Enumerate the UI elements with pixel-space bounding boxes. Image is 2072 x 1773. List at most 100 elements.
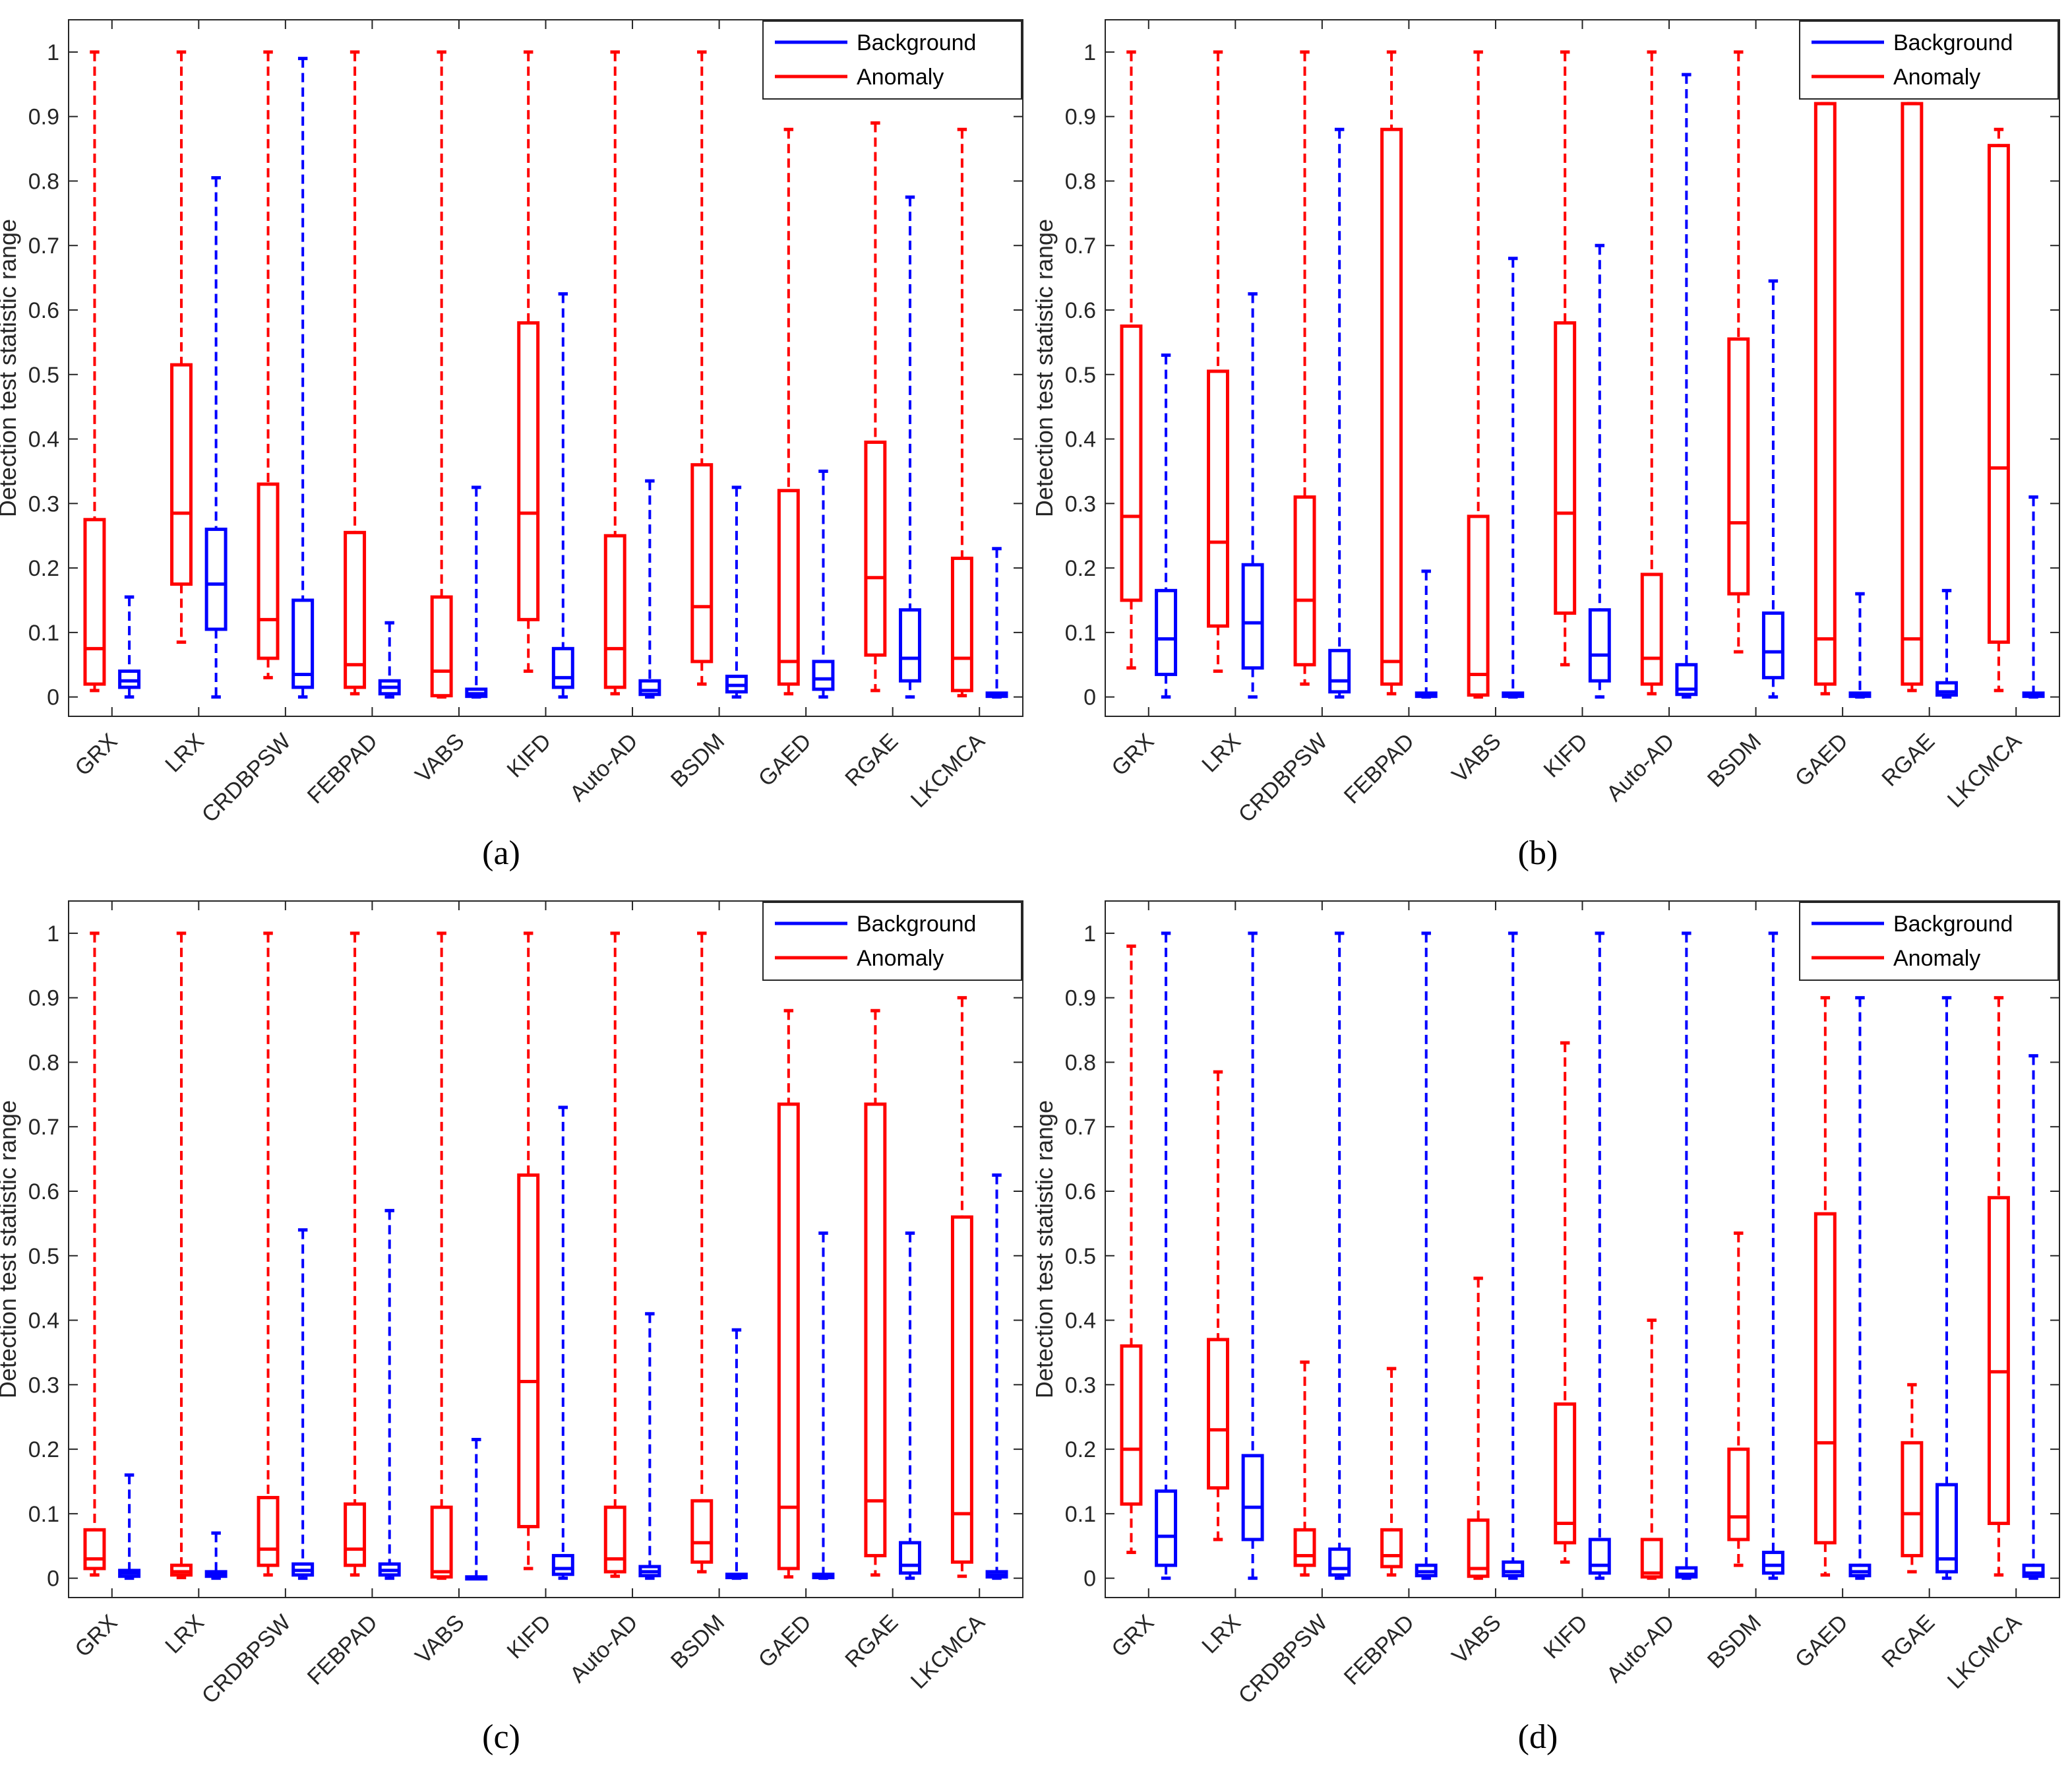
iqr-box	[1241, 563, 1264, 670]
panel-b-background-box-RGAE	[1935, 588, 1958, 699]
panel-c-background-box-FEBPAD	[378, 1208, 401, 1580]
panel-d-anomaly-box-LKCMCA	[1987, 996, 2010, 1577]
panel-a-anomaly-box-FEBPAD	[344, 50, 367, 696]
panel-d-label: (d)	[1518, 1718, 1558, 1756]
panel-a-ytick-label: 0.7	[28, 233, 59, 259]
iqr-box	[1554, 1402, 1577, 1545]
panel-d-xtick-label: GAED	[1790, 1610, 1853, 1673]
iqr-box	[430, 595, 453, 698]
iqr-box	[603, 1505, 626, 1574]
panel-c-ytick-label: 0.1	[28, 1502, 59, 1527]
panel-a-ytick-label: 0.2	[28, 556, 59, 581]
panel-d-ytick-label: 0.9	[1065, 986, 1096, 1011]
panel-b-legend: Background Anomaly	[1799, 20, 2059, 100]
panel-d-xtick-label: BSDM	[1703, 1610, 1766, 1673]
panel-c-anomaly-box-LKCMCA	[950, 996, 973, 1578]
panel-b-background-box-GAED	[1848, 592, 1872, 699]
iqr-box	[1380, 127, 1403, 686]
panel-a-background-box-GAED	[812, 469, 835, 699]
legend-background-label: Background	[857, 30, 976, 55]
panel-a-anomaly-box-LKCMCA	[950, 127, 973, 698]
panel-a-background-box-VABS	[465, 485, 488, 699]
panel-b-ylabel: Detection test statistic range	[1031, 219, 1058, 517]
iqr-box	[1640, 573, 1663, 686]
panel-a-xtick-label: LKCMCA	[906, 729, 990, 813]
panel-b-ytick-label: 0	[1083, 685, 1096, 710]
panel-a-background-box-RGAE	[899, 195, 921, 699]
iqr-box	[899, 608, 921, 683]
panel-a-background-box-LRX	[204, 176, 228, 699]
panel-c-background-box-GRX	[118, 1473, 141, 1580]
iqr-box	[950, 1215, 973, 1564]
panel-b-anomaly-box-RGAE	[1901, 102, 1924, 693]
panel-a-anomaly-box-LRX	[170, 50, 193, 644]
panel-b-xtick-label: LRX	[1197, 729, 1246, 778]
panel-c-anomaly-box-RGAE	[864, 1009, 887, 1577]
panel-d-anomaly-box-VABS	[1467, 1276, 1490, 1580]
panel-c-anomaly-box-Auto-AD	[603, 931, 626, 1578]
panel-b-ytick-label: 0.5	[1065, 363, 1096, 388]
panel-b-xtick-label: CRDBPSW	[1234, 729, 1333, 828]
panel-c-ytick-label: 1	[47, 921, 59, 947]
iqr-box	[1640, 1538, 1663, 1579]
iqr-box	[1987, 1196, 2010, 1526]
panel-b-background-box-GRX	[1155, 353, 1178, 699]
iqr-box	[1901, 1441, 1924, 1557]
iqr-box	[1155, 1489, 1178, 1567]
panel-c-ylabel: Detection test statistic range	[0, 1100, 21, 1398]
legend-box	[762, 902, 1022, 981]
panel-d-ytick-label: 0.7	[1065, 1115, 1096, 1140]
panel-a-background-box-CRDBPSW	[291, 57, 315, 699]
panel-d-ytick-label: 0.4	[1065, 1309, 1096, 1334]
panel-c: 0 0.1 0.2 0.3 0.4 0.5 0.6 0.7 0.8 0.9 1 Detection t…	[0, 900, 1023, 1756]
panel-d-anomaly-box-GAED	[1813, 996, 1837, 1577]
panel-c-xtick-label: FEBPAD	[303, 1610, 382, 1690]
iqr-box	[1727, 337, 1750, 596]
panel-a-background-box-KIFD	[551, 292, 574, 699]
iqr-box	[1293, 1528, 1316, 1567]
panel-d-anomaly-box-BSDM	[1727, 1231, 1750, 1567]
panel-d-background-box-Auto-AD	[1675, 931, 1698, 1580]
panel-d-ytick-label: 0.1	[1065, 1502, 1096, 1527]
iqr-box	[344, 1502, 367, 1567]
panel-a-anomaly-box-KIFD	[517, 50, 540, 673]
iqr-box	[1987, 144, 2010, 644]
panel-a-anomaly-box-GAED	[777, 127, 800, 696]
panel-c-xtick-label: BSDM	[666, 1610, 729, 1673]
panel-a-ytick-label: 0.8	[28, 169, 59, 194]
panel-c-background-box-Auto-AD	[638, 1312, 661, 1580]
panel-a-xtick-label: RGAE	[840, 729, 903, 792]
panel-c-background-box-LKCMCA	[985, 1173, 1008, 1580]
iqr-box	[430, 1505, 453, 1579]
iqr-box	[1901, 102, 1924, 686]
iqr-box	[1727, 1447, 1750, 1541]
panel-b-background-box-FEBPAD	[1415, 569, 1438, 699]
iqr-box	[257, 482, 280, 660]
panel-a-background-box-FEBPAD	[378, 621, 401, 699]
iqr-box	[1328, 1547, 1351, 1577]
panel-b-ytick-label: 0.1	[1065, 621, 1096, 646]
panel-c-xtick-label: VABS	[410, 1610, 469, 1669]
panel-b-anomaly-box-LRX	[1207, 50, 1229, 673]
panel-d-ytick-label: 0.2	[1065, 1437, 1096, 1462]
panel-d-legend: Background Anomaly	[1799, 902, 2059, 981]
panel-b-xtick-label: LKCMCA	[1943, 729, 2026, 813]
legend-box	[762, 20, 1022, 100]
panel-c-anomaly-box-BSDM	[690, 931, 714, 1574]
panel-b-xtick-label: FEBPAD	[1339, 729, 1419, 809]
panel-b-ytick-label: 0.6	[1065, 298, 1096, 323]
panel-b-anomaly-box-GRX	[1120, 50, 1143, 670]
panel-a-anomaly-box-CRDBPSW	[257, 50, 280, 679]
iqr-box	[690, 463, 714, 664]
panel-b-ytick-label: 1	[1083, 40, 1096, 65]
panel-c-legend: Background Anomaly	[762, 902, 1022, 981]
panel-a-xtick-label: BSDM	[666, 729, 729, 792]
panel-b-xtick-label: KIFD	[1539, 729, 1593, 783]
panel-d-ylabel: Detection test statistic range	[1031, 1100, 1058, 1398]
panel-d-ytick-label: 0.8	[1065, 1050, 1096, 1075]
panel-a-anomaly-box-GRX	[83, 50, 106, 693]
panel-c-anomaly-box-GAED	[777, 1009, 800, 1579]
panel-b-xtick-label: GAED	[1790, 729, 1853, 792]
legend-anomaly-label: Anomaly	[857, 65, 944, 90]
iqr-box	[638, 679, 661, 697]
